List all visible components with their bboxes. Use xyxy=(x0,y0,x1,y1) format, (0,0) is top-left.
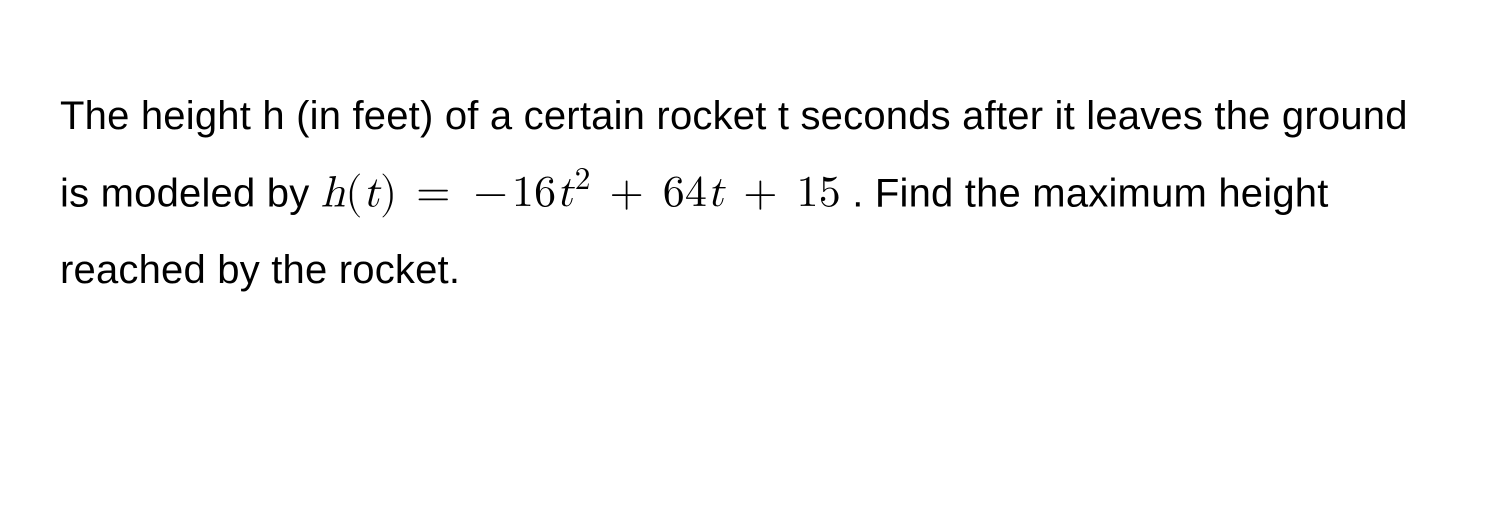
rhs-minus: − xyxy=(469,171,511,215)
lhs-func: h xyxy=(321,171,346,215)
lhs-paren-open: ( xyxy=(345,171,362,215)
equals: = xyxy=(397,171,469,215)
problem-container: The height h (in feet) of a certain rock… xyxy=(0,0,1500,512)
lhs-arg: t xyxy=(363,171,380,215)
rhs-var2: t xyxy=(707,171,724,215)
rhs-plus2: + xyxy=(724,171,796,215)
lhs-paren-close: ) xyxy=(380,171,397,215)
equation-rhs: −16t2 + 64t + 15 xyxy=(469,171,840,215)
rhs-c: 15 xyxy=(797,171,841,215)
rhs-plus1: + xyxy=(591,171,663,215)
problem-text: The height h (in feet) of a certain rock… xyxy=(60,80,1440,306)
rhs-exp: 2 xyxy=(575,164,591,196)
rhs-b: 64 xyxy=(663,171,707,215)
rhs-a: 16 xyxy=(512,171,556,215)
equation-lhs: h(t) = xyxy=(321,171,470,215)
rhs-var1: t xyxy=(556,171,573,215)
